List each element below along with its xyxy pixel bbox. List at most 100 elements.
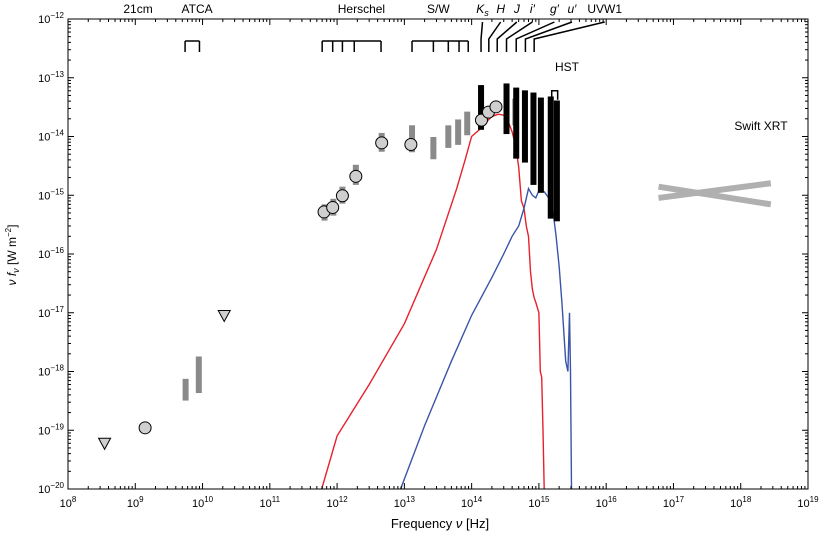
band-label: i′ [530,2,536,16]
band-label: g′ [550,2,560,16]
y-tick-label: 10−18 [38,364,64,379]
x-tick-label-base: 10 [797,498,809,510]
swift-xrt-bowtie-line-1 [658,180,772,201]
filter-marker [533,21,605,52]
swift-xrt-label: Swift XRT [734,119,788,133]
x-tick-label-exp: 16 [608,495,617,504]
y-tick-label-base: 10 [38,190,50,202]
data-point-circle [489,100,503,114]
y-axis-label-symbol: ν f [5,271,19,285]
axes-layer: 108 109 1010 1011 1012 1013 1014 1015 1016 1017 10… [38,2,819,510]
y-tick-label-base: 10 [38,484,50,496]
y-tick-label: 10−20 [38,481,64,496]
band-label: ATCA [182,2,213,16]
x-tick-label-base: 10 [192,498,204,510]
x-tick-label: 1018 [730,495,752,510]
x-tick-label-base: 10 [327,498,339,510]
band-label-text: UVW1 [587,2,622,16]
y-tick-label-base: 10 [38,73,50,85]
filter-marker [505,21,533,52]
x-axis-label-symbol: ν [456,516,463,531]
band-label-text: S/W [427,2,450,16]
band-label-text: Herschel [338,2,385,16]
x-tick-label: 1017 [663,495,685,510]
band-label-text: ATCA [182,2,213,16]
gray-data-bar [182,378,189,401]
y-tick-label-exp: −17 [50,305,64,314]
band-label-text: K [476,2,485,16]
y-tick-label-base: 10 [38,249,50,261]
y-tick-label: 10−17 [38,305,64,320]
band-label: 21cm [123,2,152,16]
plot-layer [97,83,772,489]
x-tick-label: 1011 [260,495,281,510]
black-data-bar [503,83,510,135]
band-label: Herschel [338,2,385,16]
x-tick-label: 1016 [596,495,618,510]
band-label: UVW1 [587,2,622,16]
x-tick-label-exp: 18 [742,495,751,504]
band-label-text: J [513,2,521,16]
x-tick-label: 1012 [327,495,349,510]
x-tick-label-base: 10 [260,498,272,510]
y-tick-label: 10−16 [38,246,64,261]
x-tick-label-base: 10 [461,498,473,510]
x-tick-label-exp: 8 [72,495,77,504]
band-label-text: u′ [567,2,577,16]
band-label-sub: s [484,8,489,18]
y-tick-label-base: 10 [38,367,50,379]
black-data-bar [537,97,544,193]
y-tick-label: 10−13 [38,70,64,85]
y-tick-label: 10−12 [38,11,64,26]
y-tick-label-exp: −15 [50,187,64,196]
y-tick-label-exp: −19 [50,422,64,431]
y-axis-label-unit-end: ] [5,225,19,228]
x-tick-label-exp: 10 [204,495,213,504]
y-tick-label-exp: −14 [50,129,64,138]
x-tick-label: 1013 [394,495,416,510]
data-point-circle [349,169,363,183]
x-tick-label-base: 10 [60,498,72,510]
x-axis-label-text: Frequency [391,516,453,531]
filter-marker [524,21,573,52]
y-axis-label-unit-sup: −2 [4,227,13,237]
x-tick-label-exp: 17 [675,495,684,504]
gray-data-bar [445,125,452,148]
x-tick-label-base: 10 [663,498,675,510]
y-tick-label-exp: −18 [50,364,64,373]
black-data-bar [478,85,485,130]
filter-marker [496,21,518,52]
x-tick-label: 1010 [192,495,214,510]
hst-bracket [550,90,559,100]
band-label: S/W [427,2,450,16]
filter-marker [488,21,502,52]
y-tick-label-exp: −13 [50,70,64,79]
data-point-circle [138,421,152,435]
y-axis-label-unit: [W m [5,237,19,265]
x-tick-label: 108 [60,495,77,510]
data-point-circle [375,136,389,150]
y-tick-label-base: 10 [38,14,50,26]
x-tick-label: 1019 [797,495,819,510]
x-tick-label-exp: 11 [272,495,281,504]
y-tick-label-base: 10 [38,132,50,144]
black-data-bar [530,92,537,185]
x-axis-label: Frequency ν [Hz] [391,516,489,531]
y-tick-label: 10−15 [38,187,64,202]
x-tick-label-base: 10 [730,498,742,510]
black-data-bar [521,90,528,163]
data-point-circle [335,189,349,203]
band-label-text: g′ [550,2,560,16]
x-tick-label-exp: 14 [473,495,482,504]
gray-data-bar [455,119,462,145]
gray-data-bar [195,356,202,394]
x-tick-label-base: 10 [127,498,139,510]
x-tick-label-exp: 15 [541,495,550,504]
y-axis-label-sub: ν [11,268,21,273]
y-tick-label-exp: −16 [50,246,64,255]
band-label: u′ [567,2,577,16]
band-label-text: H [496,2,505,16]
x-tick-label-exp: 19 [810,495,819,504]
